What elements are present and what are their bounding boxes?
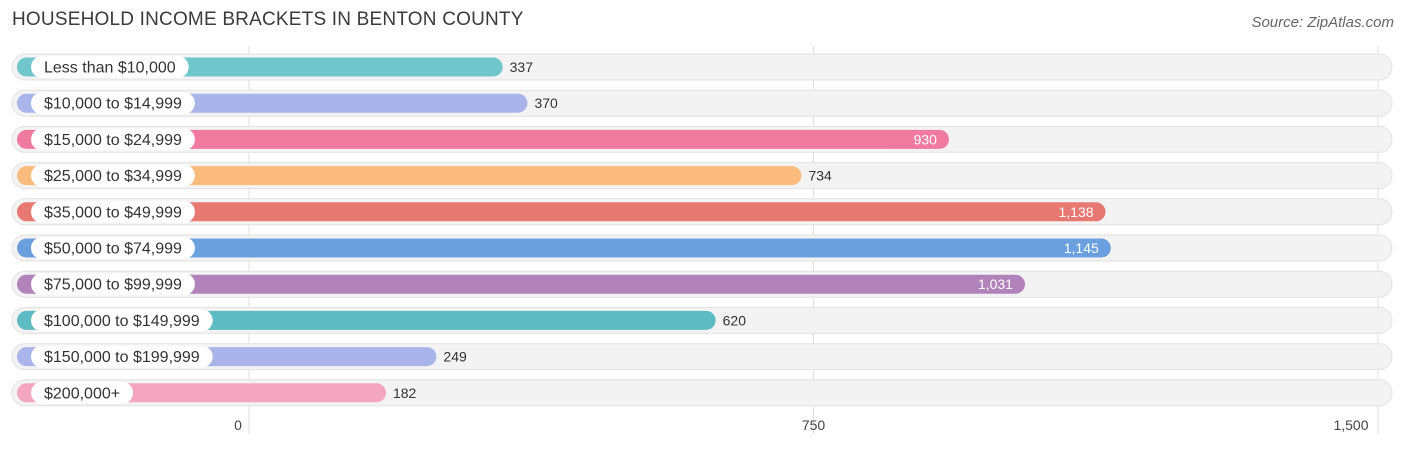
category-label-pill — [31, 128, 195, 151]
bar-row: $15,000 to $24,999 930 — [11, 125, 1393, 153]
category-label: $50,000 to $74,999 — [44, 241, 182, 258]
bar-row: $10,000 to $14,999 370 — [11, 89, 1393, 117]
bar-row: $50,000 to $74,999 1,145 — [11, 234, 1393, 262]
value-label: 370 — [534, 95, 558, 111]
value-label: 734 — [808, 168, 832, 184]
bar-row: $25,000 to $34,999 734 — [11, 162, 1393, 190]
value-label: 1,138 — [1058, 204, 1093, 220]
value-label: 182 — [393, 385, 417, 401]
category-label: $200,000+ — [44, 385, 120, 402]
value-label: 337 — [510, 59, 534, 75]
category-label: $35,000 to $49,999 — [44, 204, 182, 221]
category-label: $150,000 to $199,999 — [44, 349, 200, 366]
category-label-pill — [31, 237, 195, 259]
chart-title: HOUSEHOLD INCOME BRACKETS IN BENTON COUN… — [12, 9, 524, 30]
value-label: 620 — [723, 312, 747, 328]
bar — [17, 166, 802, 186]
category-label: $10,000 to $14,999 — [44, 96, 182, 113]
category-label-pill — [31, 381, 134, 404]
bar-row: $200,000+ 182 — [11, 379, 1393, 407]
bar-row: $75,000 to $99,999 1,031 — [11, 270, 1393, 298]
category-label: $75,000 to $99,999 — [44, 277, 182, 294]
bar — [17, 202, 1106, 222]
value-label: 249 — [443, 349, 467, 365]
category-label-pill — [31, 309, 213, 332]
bar — [17, 129, 949, 149]
category-label-pill — [31, 92, 195, 115]
x-tick-label: 1,500 — [1333, 417, 1368, 433]
bar — [17, 238, 1111, 258]
category-label-pill — [31, 200, 195, 223]
bar-row: $100,000 to $149,999 620 — [11, 306, 1393, 334]
category-label: $100,000 to $149,999 — [44, 313, 200, 330]
category-label: $25,000 to $34,999 — [44, 168, 182, 185]
x-tick-label: 750 — [802, 417, 826, 433]
category-label-pill — [31, 345, 213, 368]
category-label-pill — [31, 164, 195, 187]
category-label: Less than $10,000 — [44, 60, 176, 77]
bar-row: $150,000 to $199,999 249 — [11, 343, 1393, 371]
bar-row: $35,000 to $49,999 1,138 — [11, 198, 1393, 226]
value-label: 1,031 — [978, 276, 1013, 292]
category-label-pill — [31, 273, 195, 296]
value-label: 1,145 — [1064, 240, 1099, 256]
category-label-pill — [31, 56, 189, 78]
bar — [17, 274, 1025, 294]
value-label: 930 — [914, 131, 938, 147]
category-label: $15,000 to $24,999 — [44, 132, 182, 149]
bar-row: Less than $10,000 337 — [11, 53, 1393, 81]
x-tick-label: 0 — [234, 417, 242, 433]
source-note: Source: ZipAtlas.com — [1251, 14, 1394, 31]
